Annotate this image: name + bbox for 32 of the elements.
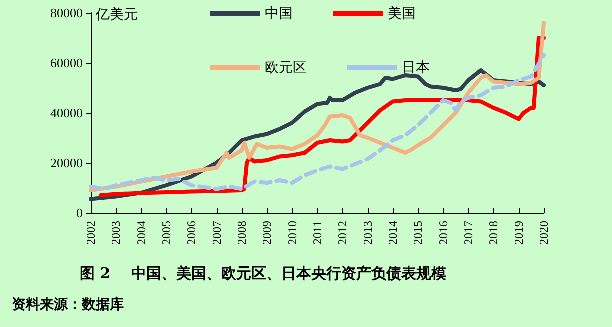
x-tick-label: 2003	[109, 221, 124, 245]
x-tick-label: 2007	[210, 221, 224, 245]
x-tick-label: 2020	[537, 221, 551, 245]
x-tick-label: 2016	[436, 221, 450, 245]
x-tick-label: 2013	[360, 221, 375, 245]
y-tick-label: 80000	[50, 6, 83, 20]
x-tick-label: 2017	[462, 221, 476, 245]
x-tick-label: 2006	[184, 221, 199, 245]
text: 图 2 中国、美国、欧元区、日本央行资产负债表规模	[80, 264, 448, 282]
x-tick-label: 2009	[260, 221, 274, 245]
x-tick-label: 2015	[411, 221, 426, 245]
y-tick-label: 40000	[50, 106, 83, 120]
legend-label: 日本	[402, 60, 430, 76]
x-tick-label: 2010	[285, 221, 300, 245]
y-tick-label: 0	[76, 206, 83, 220]
y-axis-title: 亿美元	[95, 7, 138, 23]
x-tick-label: 2002	[84, 221, 98, 245]
text: 资料来源：数据库	[12, 296, 124, 313]
x-tick-label: 2012	[336, 221, 350, 245]
legend-label: 美国	[388, 6, 416, 22]
x-tick-label: 2014	[386, 221, 400, 245]
line-series	[89, 54, 546, 192]
x-tick-label: 2004	[134, 221, 148, 245]
x-tick-label: 2011	[310, 221, 324, 245]
x-tick-label: 2018	[486, 221, 501, 245]
legend-label: 欧元区	[265, 60, 307, 76]
x-tick-label: 2005	[160, 221, 174, 245]
y-tick-label: 60000	[50, 56, 83, 70]
y-tick-label: 20000	[50, 156, 83, 170]
legend-label: 中国	[265, 6, 293, 22]
x-tick-label: 2008	[235, 221, 249, 245]
x-tick-label: 2019	[512, 221, 526, 245]
